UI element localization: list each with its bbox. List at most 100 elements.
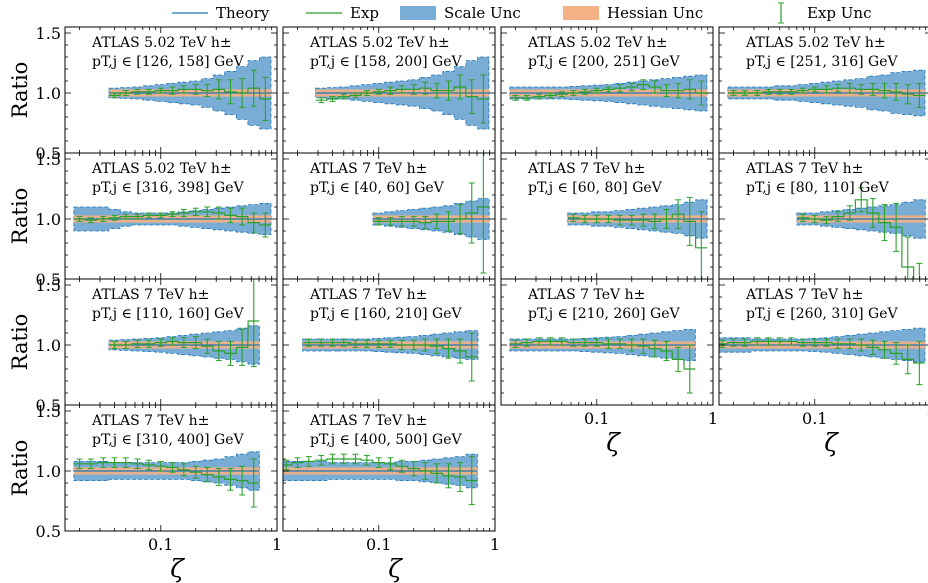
exp-errorbar	[730, 338, 737, 347]
exp-errorbar	[776, 88, 783, 95]
x-tick-label: 0.1	[148, 535, 173, 554]
exp-errorbar	[169, 462, 176, 473]
exp-errorbar	[581, 88, 588, 95]
exp-errorbar	[227, 468, 234, 491]
exp-errorbar	[536, 337, 543, 346]
panel-frame	[500, 278, 714, 406]
exp-errorbar	[352, 453, 359, 465]
exp-errorbar	[134, 458, 141, 470]
exp-errorbar	[628, 82, 635, 92]
exp-errorbar	[204, 338, 211, 354]
exp-errorbar	[87, 217, 94, 224]
exp-errorbar	[157, 87, 164, 94]
plot-area	[796, 187, 926, 279]
y-tick-label: 1.5	[36, 402, 61, 421]
exp-errorbar	[239, 465, 246, 496]
panel-subtitle: pT,j ∈ [126, 158] GeV	[92, 54, 244, 70]
exp-errorbar	[916, 262, 923, 279]
panel-13: ATLAS 7 TeV h± pT,j ∈ [310, 400] GeV 0.5 1.…	[8, 402, 278, 541]
exp-errorbar	[823, 216, 830, 225]
legend: Theory Exp Scale Unc Hessian Unc Exp Unc	[172, 2, 871, 24]
exp-errorbar	[811, 86, 818, 93]
exp-errorbar	[651, 339, 658, 358]
y-tick-label: 1.0	[36, 210, 61, 229]
panel-10: ATLAS 7 TeV h± pT,j ∈ [160, 210] GeV	[282, 278, 496, 406]
exp-errorbar	[76, 216, 83, 222]
x-tick-label: 1	[272, 535, 282, 554]
legend-item-hessian-unc: Hessian Unc	[563, 4, 703, 22]
panel-subtitle: pT,j ∈ [160, 210] GeV	[310, 306, 462, 322]
exp-errorbar	[239, 328, 246, 366]
exp-errorbar	[305, 338, 312, 347]
exp-errorbar	[916, 82, 923, 108]
exp-errorbar	[640, 79, 647, 90]
exp-errorbar	[754, 337, 761, 346]
exp-errorbar	[799, 87, 806, 94]
legend-label: Exp Unc	[807, 4, 871, 22]
panel-title: ATLAS 7 TeV h±	[91, 413, 209, 429]
panel-7: ATLAS 7 TeV h± pT,j ∈ [60, 80] GeV	[500, 152, 714, 280]
legend-label: Exp	[350, 4, 379, 22]
legend-swatch	[400, 6, 436, 20]
y-tick-label: 1.5	[36, 24, 61, 43]
exp-errorbar	[250, 279, 257, 368]
exp-errorbar	[398, 339, 405, 351]
panel-9: ATLAS 7 TeV h± pT,j ∈ [110, 160] GeV 0.5 1.…	[8, 276, 278, 415]
exp-errorbar	[76, 458, 83, 470]
panel-subtitle: pT,j ∈ [210, 260] GeV	[528, 306, 680, 322]
x-tick-label: 1	[708, 409, 718, 428]
exp-errorbar	[445, 211, 452, 232]
exp-errorbar	[215, 468, 222, 486]
panel-subtitle: pT,j ∈ [400, 500] GeV	[310, 432, 462, 448]
exp-errorbar	[340, 338, 347, 347]
exp-errorbar	[410, 460, 417, 477]
plot-area	[302, 330, 479, 382]
exp-errorbar	[352, 339, 359, 348]
exp-errorbar	[445, 338, 452, 359]
exp-errorbar	[433, 463, 440, 484]
panel-subtitle: pT,j ∈ [158, 200] GeV	[310, 54, 462, 70]
panel-subtitle: pT,j ∈ [260, 310] GeV	[746, 306, 898, 322]
panel-subtitle: pT,j ∈ [310, 400] GeV	[92, 432, 244, 448]
exp-errorbar	[719, 339, 726, 348]
plot-area	[73, 203, 272, 238]
legend-label: Hessian Unc	[607, 4, 703, 22]
plot-area	[372, 153, 490, 274]
panel-title: ATLAS 7 TeV h±	[745, 287, 863, 303]
exp-errorbar	[730, 90, 737, 96]
x-axis-col-1: 0.1 1 ζ	[148, 535, 282, 583]
x-tick-label: 1	[926, 409, 928, 428]
exp-errorbar	[262, 76, 269, 122]
x-axis-col-3: 0.1 1 ζ	[584, 409, 718, 457]
exp-errorbar	[239, 78, 246, 108]
exp-errorbar	[398, 459, 405, 473]
exp-errorbar	[422, 81, 429, 95]
exp-errorbar	[111, 214, 118, 221]
y-tick-label: 0.5	[36, 396, 61, 415]
exp-errorbar	[192, 336, 199, 350]
exp-errorbar	[457, 204, 464, 234]
exp-errorbar	[192, 465, 199, 479]
exp-errorbar	[570, 90, 577, 96]
exp-errorbar	[904, 236, 911, 279]
exp-line	[108, 320, 260, 354]
exp-errorbar	[227, 207, 234, 224]
exp-errorbar	[834, 338, 841, 350]
exp-errorbar	[169, 211, 176, 218]
panel-4: ATLAS 5.02 TeV h± pT,j ∈ [251, 316] GeV	[718, 26, 928, 154]
exp-errorbar	[846, 205, 853, 221]
exp-errorbar	[799, 338, 806, 347]
exp-errorbar	[157, 212, 164, 219]
panel-frame	[282, 404, 496, 532]
plot-area	[509, 74, 708, 112]
exp-errorbar	[593, 87, 600, 94]
exp-errorbar	[468, 79, 475, 114]
panel-title: ATLAS 7 TeV h±	[527, 161, 645, 177]
exp-errorbar	[111, 340, 118, 350]
exp-errorbar	[363, 90, 370, 96]
exp-errorbar	[651, 213, 658, 230]
exp-errorbar	[788, 88, 795, 95]
panel-subtitle: pT,j ∈ [80, 110] GeV	[746, 180, 890, 196]
exp-errorbar	[811, 214, 818, 224]
